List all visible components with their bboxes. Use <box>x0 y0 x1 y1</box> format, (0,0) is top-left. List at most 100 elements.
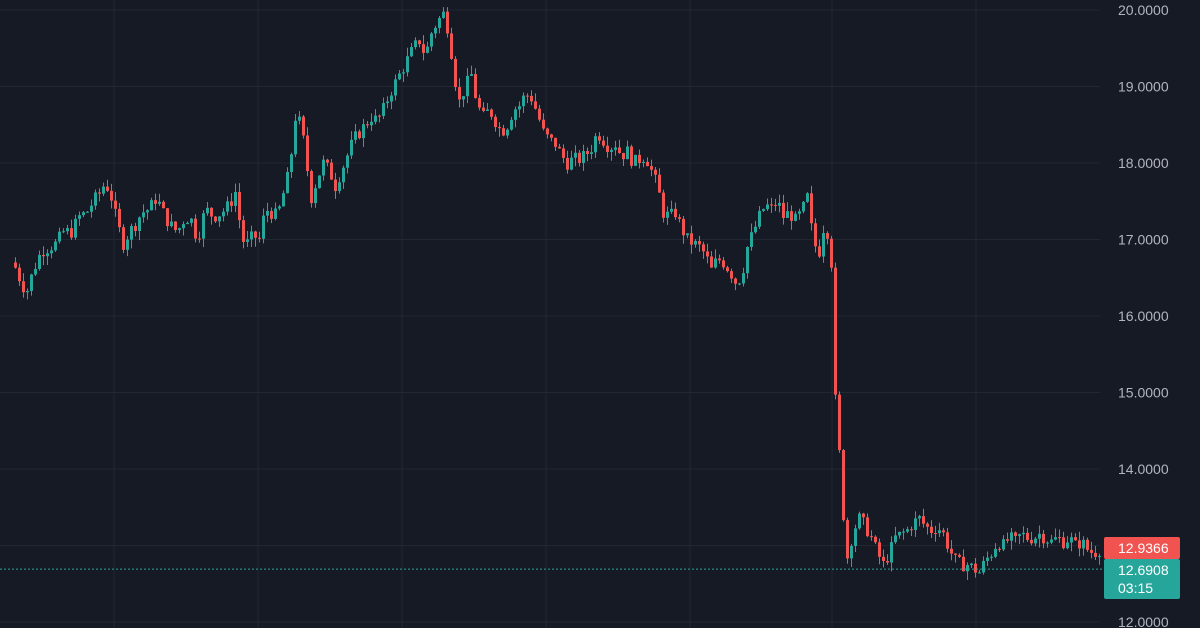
candle-body <box>942 530 945 533</box>
candle-body <box>838 394 841 451</box>
candle-body <box>742 273 745 284</box>
candle-body <box>1030 539 1033 544</box>
candle-body <box>54 241 57 251</box>
candle-body <box>222 211 225 217</box>
candle-body <box>30 274 33 291</box>
candle-body <box>1042 533 1045 544</box>
candle-body <box>706 251 709 257</box>
candle-body <box>90 205 93 212</box>
last-price-value: 12.9366 <box>1118 540 1169 556</box>
candle-body <box>386 101 389 104</box>
candle-body <box>890 542 893 563</box>
candle-body <box>986 557 989 561</box>
y-tick-label: 19.0000 <box>1118 79 1169 95</box>
candle-body <box>694 241 697 245</box>
candle-body <box>634 154 637 166</box>
candle-body <box>1086 539 1089 550</box>
candle-body <box>74 218 77 238</box>
candle-body <box>1010 532 1013 541</box>
candle-body <box>14 262 17 268</box>
candle-body <box>338 182 341 192</box>
candle-body <box>734 278 737 284</box>
candle-body <box>454 58 457 88</box>
candle-body <box>814 223 817 247</box>
candle-body <box>1070 537 1073 543</box>
candle-body <box>858 513 861 529</box>
candle-body <box>158 201 161 204</box>
candle-body <box>326 159 329 163</box>
candle-body <box>610 149 613 152</box>
candle-body <box>1046 542 1049 544</box>
marked-price-value: 12.6908 <box>1118 562 1169 578</box>
candle-body <box>510 119 513 130</box>
last-price-tag-background <box>1104 537 1180 559</box>
candle-body <box>710 256 713 268</box>
candle-body <box>738 283 741 285</box>
candle-body <box>378 115 381 117</box>
candle-body <box>118 208 121 228</box>
candle-body <box>546 128 549 135</box>
y-tick-label: 20.0000 <box>1118 2 1169 18</box>
candle-body <box>870 536 873 538</box>
candle-body <box>930 526 933 534</box>
marked-price-tag-background <box>1104 559 1180 599</box>
candle-body <box>494 116 497 128</box>
candle-body <box>778 202 781 206</box>
candle-body <box>618 147 621 153</box>
candle-body <box>110 190 113 201</box>
candle-body <box>590 152 593 154</box>
candle-body <box>818 246 821 257</box>
candle-body <box>922 516 925 524</box>
candle-body <box>422 44 425 53</box>
candle-body <box>286 171 289 194</box>
candle-body <box>978 572 981 574</box>
candle-body <box>714 258 717 268</box>
y-tick-label: 15.0000 <box>1118 385 1169 401</box>
candle-body <box>462 96 465 100</box>
candle-body <box>350 139 353 156</box>
candle-body <box>162 201 165 209</box>
candle-body <box>398 73 401 80</box>
candle-body <box>902 531 905 533</box>
candle-body <box>1062 537 1065 549</box>
candle-body <box>566 157 569 170</box>
candle-body <box>250 231 253 240</box>
candle-body <box>654 169 657 175</box>
candle-body <box>58 231 61 242</box>
candle-body <box>898 531 901 536</box>
candle-body <box>570 157 573 170</box>
candle-body <box>806 193 809 202</box>
y-tick-label: 18.0000 <box>1118 155 1169 171</box>
candle-body <box>822 233 825 257</box>
candle-body <box>762 209 765 211</box>
candle-body <box>318 175 321 189</box>
candle-body <box>850 545 853 559</box>
candle-body <box>866 517 869 537</box>
candle-body <box>374 115 377 122</box>
candle-body <box>394 79 397 96</box>
candle-body <box>434 27 437 34</box>
candle-body <box>474 74 477 99</box>
candle-body <box>686 233 689 236</box>
candle-body <box>182 224 185 229</box>
candle-body <box>918 516 921 519</box>
candle-body <box>266 210 269 216</box>
candle-body <box>26 290 29 293</box>
candle-body <box>534 101 537 109</box>
candle-body <box>242 220 245 242</box>
candle-body <box>390 95 393 102</box>
candle-body <box>406 56 409 73</box>
candle-body <box>62 231 65 233</box>
candle-body <box>982 560 985 573</box>
candle-body <box>682 218 685 236</box>
candle-body <box>402 72 405 74</box>
candle-body <box>638 154 641 163</box>
candle-body <box>322 159 325 176</box>
candle-body <box>22 281 25 293</box>
candle-body <box>1074 537 1077 541</box>
candle-body <box>442 11 445 18</box>
candle-body <box>766 204 769 210</box>
candle-body <box>294 120 297 155</box>
candle-body <box>166 208 169 227</box>
